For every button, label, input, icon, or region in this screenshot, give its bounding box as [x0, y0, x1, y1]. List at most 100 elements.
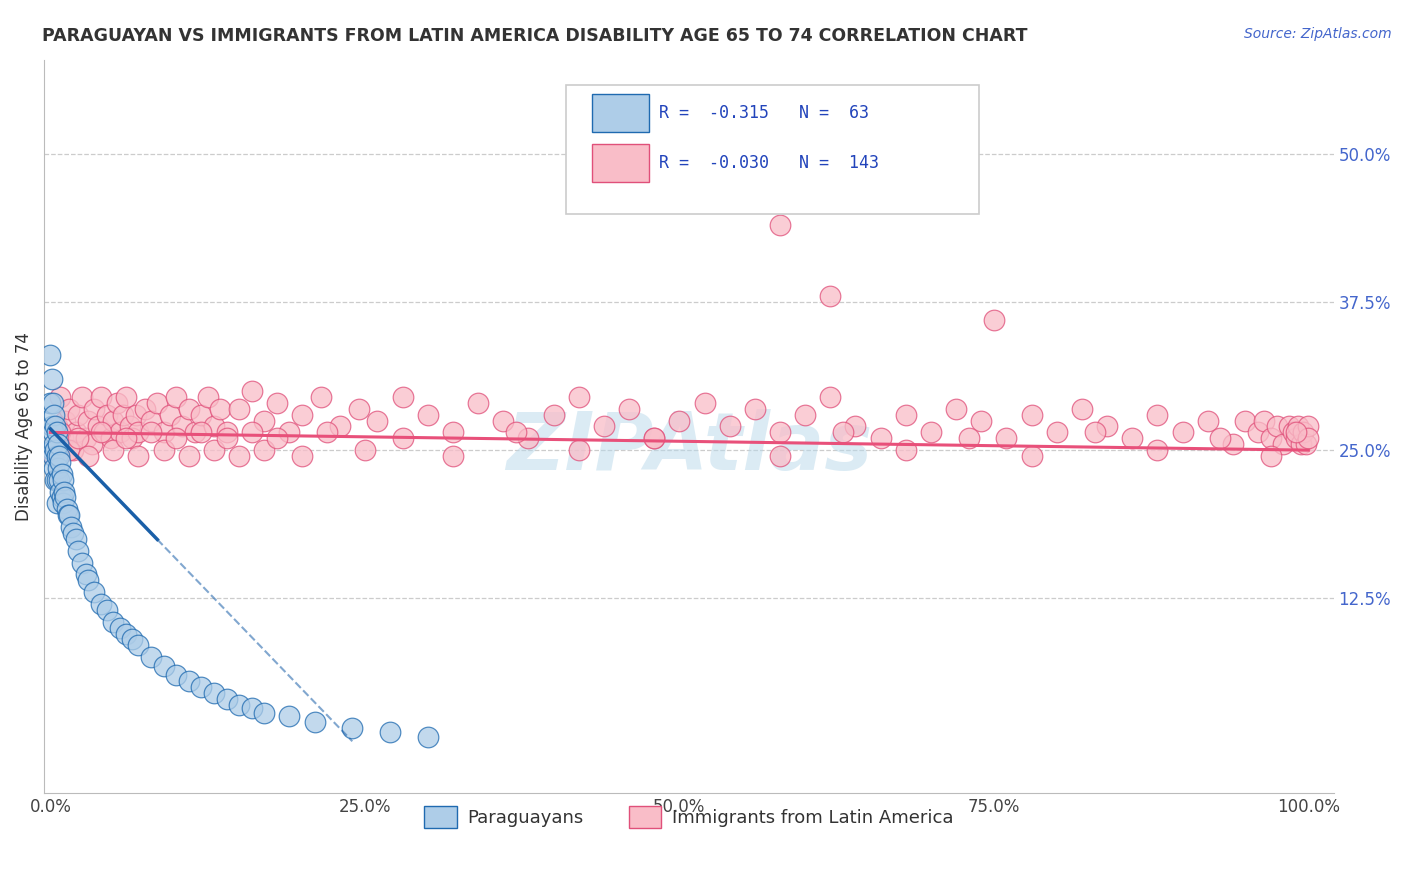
Point — [165, 431, 187, 445]
Point — [139, 413, 162, 427]
Point — [291, 449, 314, 463]
Point — [46, 461, 69, 475]
Point — [366, 413, 388, 427]
Point — [93, 425, 115, 440]
Point — [202, 686, 225, 700]
Point — [177, 449, 200, 463]
Point — [49, 484, 72, 499]
Point — [52, 473, 75, 487]
Point — [378, 724, 401, 739]
Point — [75, 567, 97, 582]
Point — [49, 425, 72, 440]
Point — [1146, 408, 1168, 422]
Point — [190, 680, 212, 694]
Point — [253, 413, 276, 427]
Point — [42, 396, 65, 410]
Point — [115, 626, 138, 640]
Point — [643, 431, 665, 445]
Point — [441, 425, 464, 440]
Point — [177, 673, 200, 688]
FancyBboxPatch shape — [592, 94, 648, 132]
Point — [894, 408, 917, 422]
Point — [253, 443, 276, 458]
Point — [190, 425, 212, 440]
Point — [44, 408, 66, 422]
Point — [52, 431, 75, 445]
Point — [59, 520, 82, 534]
Point — [51, 467, 73, 481]
Point — [62, 526, 84, 541]
Point — [209, 401, 232, 416]
Point — [1272, 437, 1295, 451]
Point — [215, 431, 238, 445]
Text: PARAGUAYAN VS IMMIGRANTS FROM LATIN AMERICA DISABILITY AGE 65 TO 74 CORRELATION : PARAGUAYAN VS IMMIGRANTS FROM LATIN AMER… — [42, 27, 1028, 45]
Point — [49, 390, 72, 404]
Point — [67, 431, 90, 445]
Point — [1260, 431, 1282, 445]
Text: ZIPAtlas: ZIPAtlas — [506, 409, 872, 488]
Point — [41, 443, 63, 458]
Point — [112, 408, 135, 422]
Point — [970, 413, 993, 427]
Point — [342, 721, 364, 735]
Point — [467, 396, 489, 410]
Point — [844, 419, 866, 434]
Point — [87, 419, 110, 434]
Point — [48, 449, 70, 463]
Point — [744, 401, 766, 416]
Point — [1095, 419, 1118, 434]
Point — [1286, 419, 1309, 434]
Point — [52, 496, 75, 510]
Point — [329, 419, 352, 434]
Point — [65, 425, 87, 440]
Point — [134, 401, 156, 416]
Point — [190, 408, 212, 422]
Point — [77, 574, 100, 588]
Point — [1071, 401, 1094, 416]
Point — [240, 384, 263, 398]
Point — [105, 396, 128, 410]
Text: R =  -0.315   N =  63: R = -0.315 N = 63 — [659, 104, 869, 122]
Point — [80, 437, 103, 451]
Point — [1285, 431, 1308, 445]
Point — [44, 437, 66, 451]
Point — [65, 532, 87, 546]
Point — [103, 413, 125, 427]
Point — [240, 425, 263, 440]
Point — [228, 449, 250, 463]
Point — [1209, 431, 1232, 445]
Point — [543, 408, 565, 422]
Point — [152, 443, 174, 458]
Point — [1222, 437, 1244, 451]
Point — [391, 431, 413, 445]
Point — [568, 390, 591, 404]
Point — [177, 401, 200, 416]
Point — [90, 425, 112, 440]
Point — [1295, 437, 1317, 451]
Point — [957, 431, 980, 445]
Point — [1285, 425, 1308, 440]
Point — [983, 313, 1005, 327]
Point — [1265, 419, 1288, 434]
Point — [103, 443, 125, 458]
Point — [1278, 419, 1301, 434]
Point — [51, 491, 73, 505]
Point — [202, 443, 225, 458]
Point — [62, 443, 84, 458]
Point — [820, 289, 842, 303]
Point — [103, 615, 125, 629]
Point — [1046, 425, 1069, 440]
Point — [45, 425, 67, 440]
Point — [1083, 425, 1105, 440]
Point — [1146, 443, 1168, 458]
Point — [42, 449, 65, 463]
Point — [44, 473, 66, 487]
Point — [146, 396, 169, 410]
Point — [44, 449, 66, 463]
Point — [794, 408, 817, 422]
Point — [1171, 425, 1194, 440]
Point — [869, 431, 891, 445]
Point — [693, 396, 716, 410]
Point — [165, 390, 187, 404]
Point — [278, 425, 301, 440]
